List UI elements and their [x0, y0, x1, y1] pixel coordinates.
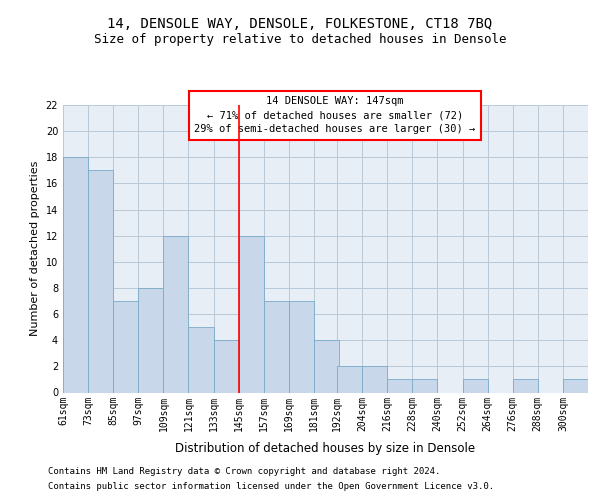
Bar — [563, 380, 588, 392]
Text: 14 DENSOLE WAY: 147sqm
← 71% of detached houses are smaller (72)
29% of semi-det: 14 DENSOLE WAY: 147sqm ← 71% of detached… — [194, 96, 476, 134]
Bar — [88, 170, 113, 392]
Bar — [163, 236, 188, 392]
Bar — [463, 380, 488, 392]
Bar — [289, 301, 314, 392]
Bar — [412, 380, 437, 392]
Bar — [113, 301, 138, 392]
Bar — [188, 327, 214, 392]
Text: 14, DENSOLE WAY, DENSOLE, FOLKESTONE, CT18 7BQ: 14, DENSOLE WAY, DENSOLE, FOLKESTONE, CT… — [107, 18, 493, 32]
Bar — [239, 236, 264, 392]
Bar — [362, 366, 387, 392]
Bar — [138, 288, 163, 393]
Text: Contains public sector information licensed under the Open Government Licence v3: Contains public sector information licen… — [48, 482, 494, 491]
Bar — [513, 380, 538, 392]
Y-axis label: Number of detached properties: Number of detached properties — [30, 161, 40, 336]
Bar — [264, 301, 289, 392]
Bar — [214, 340, 239, 392]
Bar — [337, 366, 362, 392]
Text: Size of property relative to detached houses in Densole: Size of property relative to detached ho… — [94, 32, 506, 46]
Bar — [314, 340, 339, 392]
X-axis label: Distribution of detached houses by size in Densole: Distribution of detached houses by size … — [175, 442, 476, 454]
Bar — [63, 158, 88, 392]
Bar — [387, 380, 412, 392]
Text: Contains HM Land Registry data © Crown copyright and database right 2024.: Contains HM Land Registry data © Crown c… — [48, 467, 440, 476]
